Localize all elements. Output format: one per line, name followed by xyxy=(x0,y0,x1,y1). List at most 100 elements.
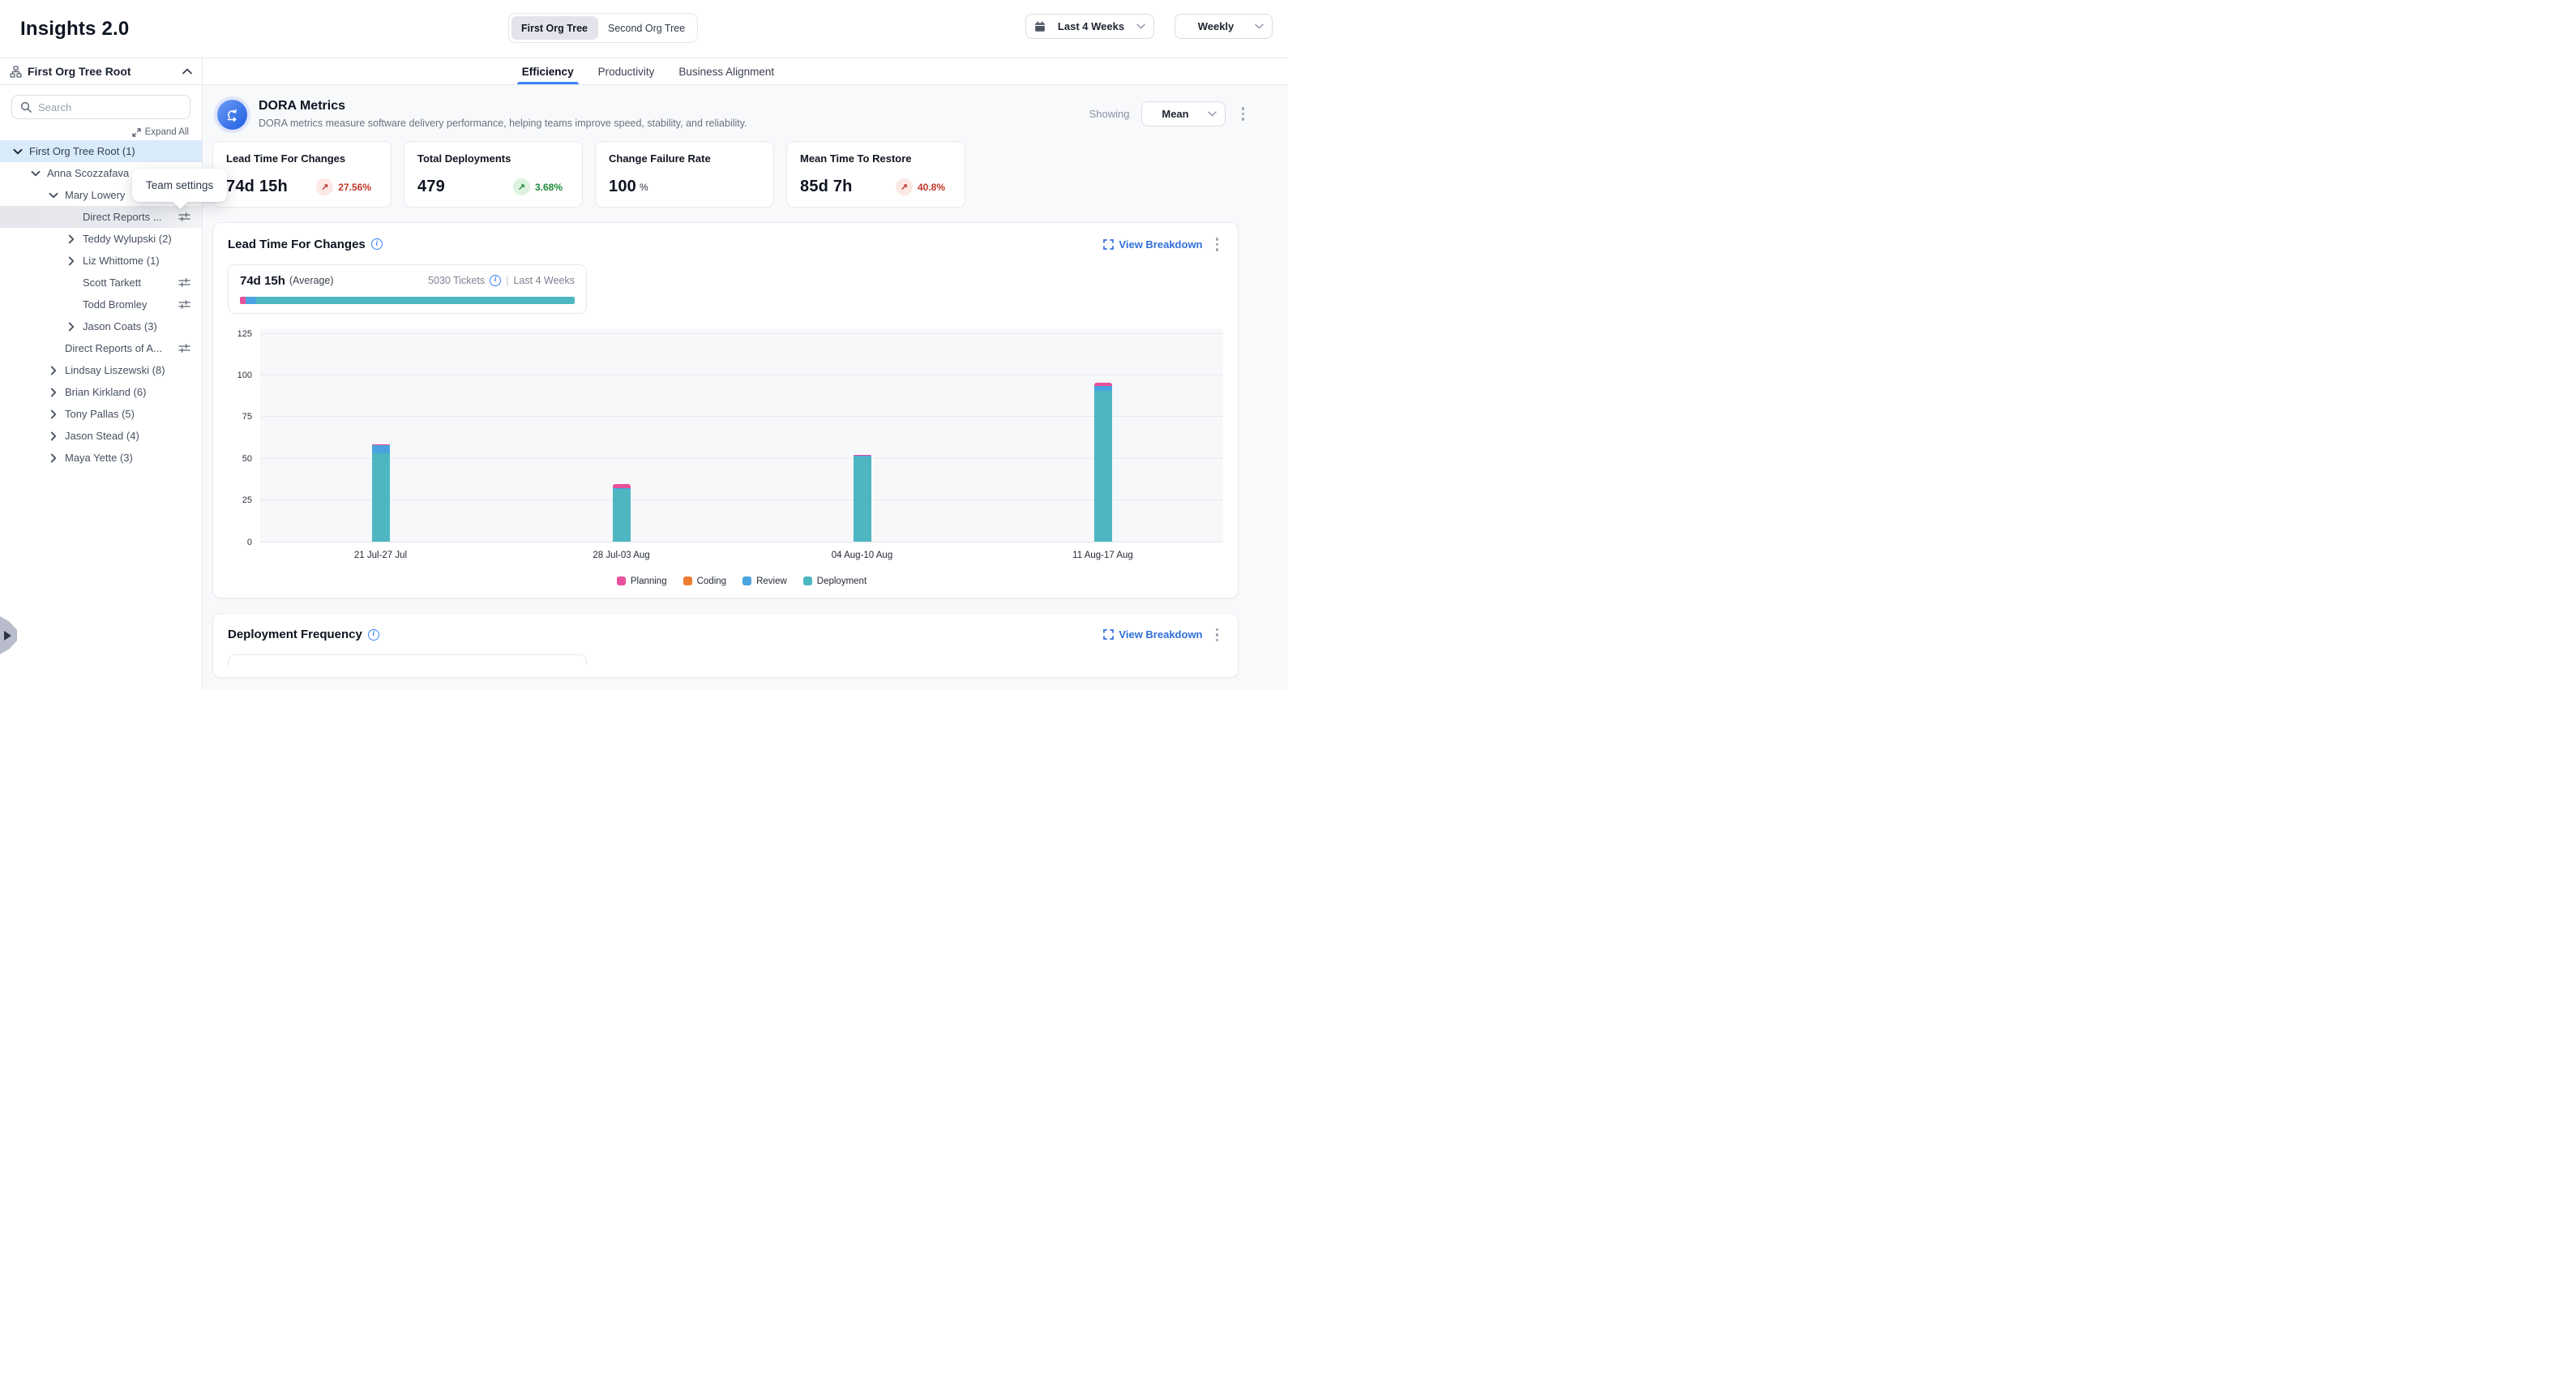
info-icon[interactable]: i xyxy=(367,628,379,641)
tree-row[interactable]: Mary Lowery xyxy=(0,184,202,206)
chevron-right-icon[interactable] xyxy=(47,364,60,377)
stacked-bar-21-jul-27-jul[interactable] xyxy=(371,444,390,542)
legend-item-deployment[interactable]: Deployment xyxy=(802,576,867,586)
tree-row[interactable]: Brian Kirkland (6) xyxy=(0,381,202,403)
x-axis-label: 28 Jul-03 Aug xyxy=(593,550,650,560)
deployment-view-breakdown-link[interactable]: View Breakdown xyxy=(1103,628,1203,641)
tree-row[interactable]: Jason Stead (4) xyxy=(0,425,202,447)
tree-row-label: Lindsay Liszewski (8) xyxy=(65,364,165,376)
dora-sprint-icon xyxy=(217,100,247,130)
tab-productivity[interactable]: Productivity xyxy=(597,65,655,78)
deployment-frequency-panel: Deployment Frequency i View Breakdown xyxy=(212,612,1239,678)
gridline xyxy=(260,499,1223,501)
chevron-down-icon[interactable] xyxy=(29,167,42,180)
team-settings-sliders-icon[interactable] xyxy=(178,277,190,288)
dora-title: DORA Metrics xyxy=(259,99,345,113)
team-settings-sliders-icon[interactable] xyxy=(178,343,190,354)
metric-card-unit: % xyxy=(639,181,648,193)
y-axis-tick: 75 xyxy=(242,412,252,422)
team-settings-tooltip: Team settings xyxy=(132,169,228,209)
tree-indent-spacer xyxy=(65,298,78,311)
granularity-select[interactable]: Weekly xyxy=(1175,14,1273,39)
team-settings-sliders-icon[interactable] xyxy=(178,299,190,310)
legend-label: Coding xyxy=(696,576,727,586)
lead-kebab-menu-icon[interactable] xyxy=(1211,234,1224,255)
tree-row-label: Direct Reports ... xyxy=(83,211,162,223)
legend-label: Deployment xyxy=(816,576,867,586)
stacked-bar-28-jul-03-aug[interactable] xyxy=(612,483,631,542)
toggle-first-org-tree[interactable]: First Org Tree xyxy=(511,16,597,40)
bar-segment-deployment xyxy=(853,456,871,542)
sidebar-root-title: First Org Tree Root xyxy=(28,65,131,78)
chevron-right-icon[interactable] xyxy=(65,233,78,246)
toggle-second-org-tree[interactable]: Second Org Tree xyxy=(607,22,686,34)
expand-all-icon xyxy=(131,127,141,137)
chevron-right-icon[interactable] xyxy=(47,386,60,399)
tree-row[interactable]: Scott Tarkett xyxy=(0,272,202,294)
tree-row[interactable]: Direct Reports of A... xyxy=(0,337,202,359)
tree-row-label: Mary Lowery xyxy=(65,189,126,201)
chevron-right-icon[interactable] xyxy=(47,408,60,421)
lead-time-chart: 0 25 50 75 100 125 21 Jul-27 Jul 28 Jul-03 Aug… xyxy=(228,328,1223,586)
chevron-right-icon[interactable] xyxy=(65,255,78,268)
dora-kebab-menu-icon[interactable] xyxy=(1237,104,1250,124)
tree-row[interactable]: Direct Reports ... xyxy=(0,206,202,228)
metric-card-title: Total Deployments xyxy=(417,152,511,165)
tree-row[interactable]: Anna Scozzafava xyxy=(0,162,202,184)
play-arrow-icon xyxy=(4,630,11,641)
legend-item-review[interactable]: Review xyxy=(742,576,787,586)
deployment-kebab-menu-icon[interactable] xyxy=(1211,625,1224,645)
lead-average-value: 74d 15h xyxy=(240,273,285,288)
lead-time-panel: Lead Time For Changes i View Breakdown xyxy=(212,222,1239,598)
expand-corners-icon xyxy=(1103,629,1115,641)
gridline xyxy=(260,332,1223,334)
tab-business-alignment[interactable]: Business Alignment xyxy=(678,65,775,78)
metric-card-total-deployments: Total Deployments 479 ↗ 3.68% xyxy=(404,141,583,208)
expand-all-button[interactable]: Expand All xyxy=(13,127,189,137)
sidebar-collapse-handle[interactable] xyxy=(0,616,17,654)
legend-item-planning[interactable]: Planning xyxy=(616,576,667,586)
lead-view-breakdown-link[interactable]: View Breakdown xyxy=(1103,238,1203,251)
tree-row-label: Teddy Wylupski (2) xyxy=(83,233,172,245)
stacked-bar-11-aug-17-aug[interactable] xyxy=(1093,383,1112,542)
tree-row[interactable]: Maya Yette (3) xyxy=(0,447,202,469)
org-tree-sidebar: First Org Tree Root Expand All Firs xyxy=(0,58,203,690)
metric-card-value: 100 xyxy=(609,178,636,195)
content-scroll-area: DORA Metrics DORA metrics measure softwa… xyxy=(203,85,1288,690)
tree-row[interactable]: Todd Bromley xyxy=(0,294,202,315)
chevron-right-icon[interactable] xyxy=(65,320,78,333)
top-header: Insights 2.0 First Org Tree Second Org T… xyxy=(0,0,1288,58)
tree-row[interactable]: First Org Tree Root (1) xyxy=(0,140,202,162)
gridline xyxy=(260,416,1223,418)
bar-segment-review xyxy=(1093,386,1112,392)
metric-card-mean-time-to-restore: Mean Time To Restore 85d 7h ↗ 40.8% xyxy=(786,141,965,208)
chevron-right-icon[interactable] xyxy=(47,430,60,443)
chevron-up-icon[interactable] xyxy=(182,68,192,75)
team-settings-sliders-icon[interactable] xyxy=(178,212,190,222)
tab-efficiency[interactable]: Efficiency xyxy=(516,58,579,84)
stacked-bar-04-aug-10-aug[interactable] xyxy=(853,454,871,542)
tree-row[interactable]: Tony Pallas (5) xyxy=(0,403,202,425)
tickets-count: 5030 Tickets xyxy=(428,275,486,286)
chevron-down-icon[interactable] xyxy=(47,189,60,202)
bar-segment-review xyxy=(371,445,390,453)
tree-row[interactable]: Liz Whittome (1) xyxy=(0,250,202,272)
summary-period: Last 4 Weeks xyxy=(513,275,575,286)
tree-indent-spacer xyxy=(65,276,78,289)
tree-row[interactable]: Lindsay Liszewski (8) xyxy=(0,359,202,381)
date-range-select[interactable]: Last 4 Weeks xyxy=(1025,14,1154,39)
search-input[interactable] xyxy=(38,101,182,114)
chevron-right-icon[interactable] xyxy=(47,452,60,465)
tree-row[interactable]: Teddy Wylupski (2) xyxy=(0,228,202,250)
app-title: Insights 2.0 xyxy=(20,17,130,40)
chevron-down-icon[interactable] xyxy=(11,145,24,158)
legend-item-coding[interactable]: Coding xyxy=(683,576,726,586)
tree-row-label: Anna Scozzafava xyxy=(47,167,130,179)
bar-segment-planning xyxy=(853,454,871,456)
info-icon[interactable]: i xyxy=(370,238,383,251)
sidebar-search[interactable] xyxy=(11,95,190,119)
info-icon[interactable]: i xyxy=(490,275,502,286)
tree-row[interactable]: Jason Coats (3) xyxy=(0,315,202,337)
sidebar-header[interactable]: First Org Tree Root xyxy=(0,58,202,85)
showing-select[interactable]: Mean xyxy=(1140,101,1226,126)
